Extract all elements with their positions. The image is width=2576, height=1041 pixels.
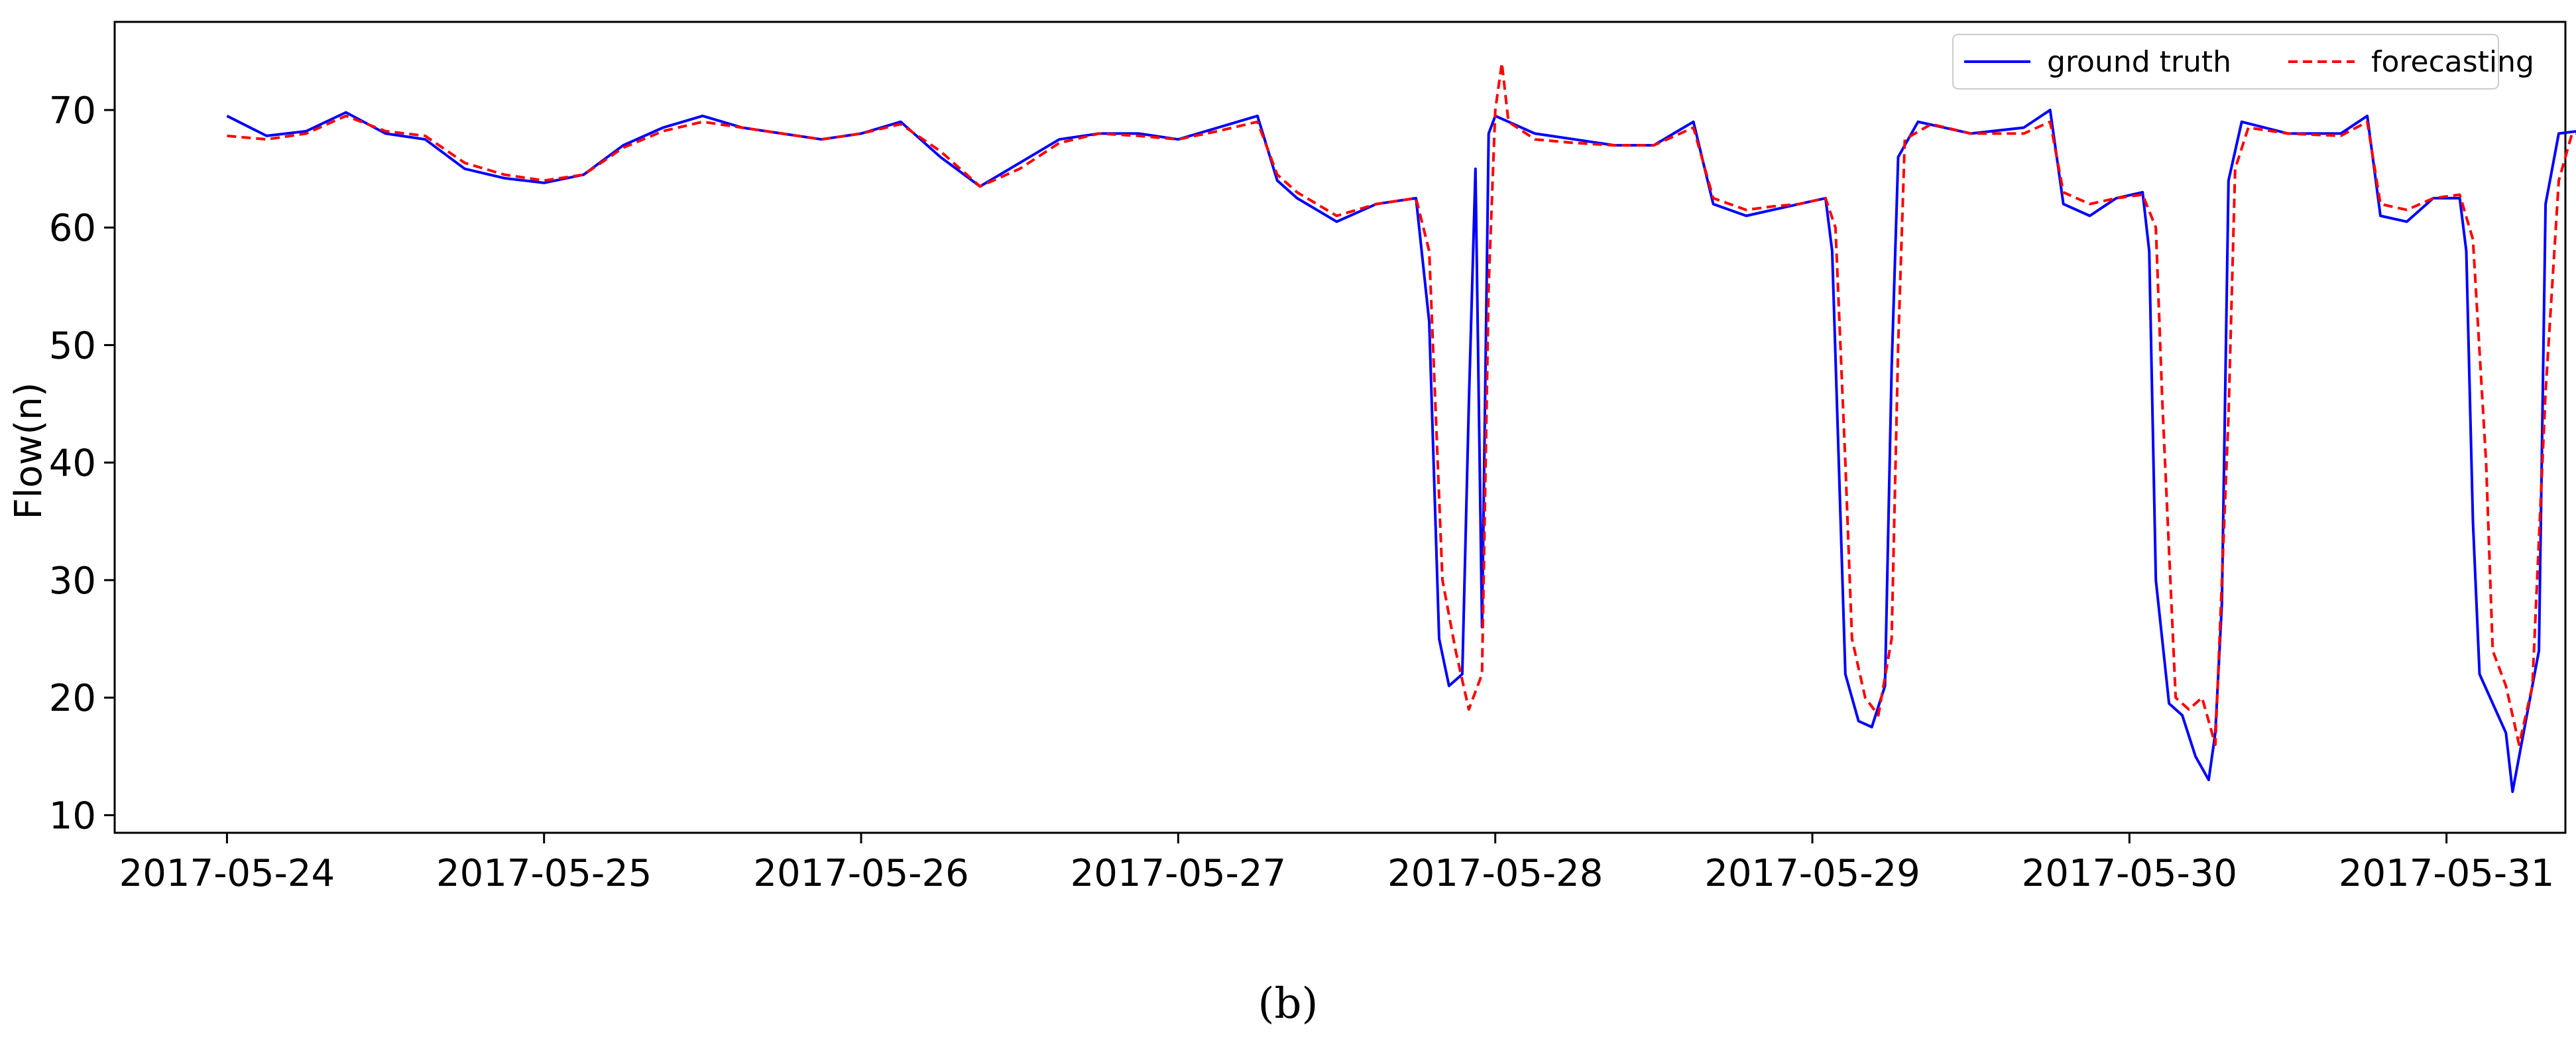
x-axis: 2017-05-24 2017-05-25 2017-05-26 2017-05-27… xyxy=(119,833,2554,895)
y-axis: 10 20 30 40 50 60 70 xyxy=(49,90,115,837)
y-tick-label: 40 xyxy=(49,442,96,485)
series-line-forecasting xyxy=(227,62,2576,747)
legend-label-forecasting: forecasting xyxy=(2371,45,2534,79)
y-tick-label: 30 xyxy=(49,560,96,603)
x-tick-label: 2017-05-29 xyxy=(1704,852,1920,895)
series-line-ground-truth xyxy=(226,108,2576,793)
legend-label-ground-truth: ground truth xyxy=(2047,45,2231,79)
figure-caption: (b) xyxy=(1258,979,1318,1028)
legend-box xyxy=(1952,34,2499,90)
x-tick-label: 2017-05-26 xyxy=(753,852,968,895)
series-layer xyxy=(226,62,2576,793)
y-tick-label: 50 xyxy=(49,324,96,367)
y-tick-label: 60 xyxy=(49,207,96,250)
plot-frame xyxy=(113,21,2567,834)
y-axis-label: Flow(n) xyxy=(7,382,50,519)
x-tick-label: 2017-05-24 xyxy=(119,852,335,895)
x-tick-label: 2017-05-25 xyxy=(436,852,652,895)
x-tick-label: 2017-05-31 xyxy=(2339,852,2554,895)
x-tick-label: 2017-05-28 xyxy=(1387,852,1603,895)
x-tick-label: 2017-05-30 xyxy=(2022,852,2237,895)
y-tick-label: 70 xyxy=(49,90,96,133)
y-tick-label: 10 xyxy=(49,794,96,837)
y-tick-label: 20 xyxy=(49,677,96,720)
legend: ground truth forecasting xyxy=(1952,34,2534,90)
x-tick-label: 2017-05-27 xyxy=(1071,852,1286,895)
